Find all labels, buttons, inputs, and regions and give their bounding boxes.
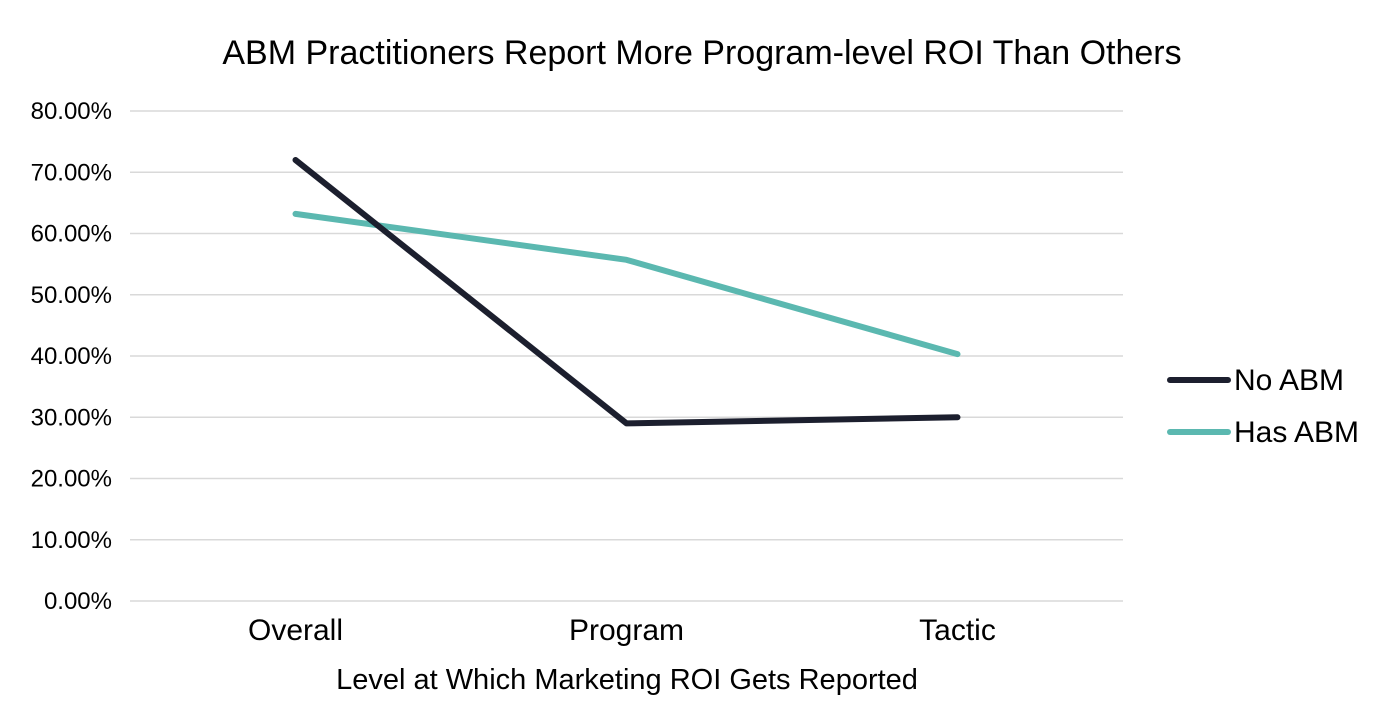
legend-label-has-abm: Has ABM (1234, 416, 1359, 449)
x-category-label: Tactic (919, 614, 996, 647)
x-category-label: Program (569, 614, 684, 647)
y-tick-label: 80.00% (31, 98, 112, 125)
legend-label-no-abm: No ABM (1234, 364, 1344, 397)
x-axis-categories: Overall Program Tactic (248, 614, 996, 647)
series-line-no-abm (292, 157, 961, 427)
y-tick-label: 20.00% (31, 466, 112, 493)
series-lines (292, 157, 961, 427)
y-tick-label: 40.00% (31, 343, 112, 370)
y-tick-label: 10.00% (31, 527, 112, 554)
chart-title: ABM Practitioners Report More Program-le… (222, 34, 1181, 72)
y-tick-label: 50.00% (31, 282, 112, 309)
y-tick-label: 0.00% (44, 588, 112, 615)
gridlines (130, 110, 1123, 602)
y-tick-label: 60.00% (31, 221, 112, 248)
x-axis-label: Level at Which Marketing ROI Gets Report… (336, 664, 918, 696)
legend: No ABM Has ABM (1167, 364, 1359, 449)
y-tick-label: 30.00% (31, 404, 112, 431)
y-tick-label: 70.00% (31, 159, 112, 186)
series-line-has-abm (292, 210, 961, 358)
x-category-label: Overall (248, 614, 343, 647)
y-axis-ticks: 0.00% 10.00% 20.00% 30.00% 40.00% 50.00% 60.00… (31, 98, 112, 615)
